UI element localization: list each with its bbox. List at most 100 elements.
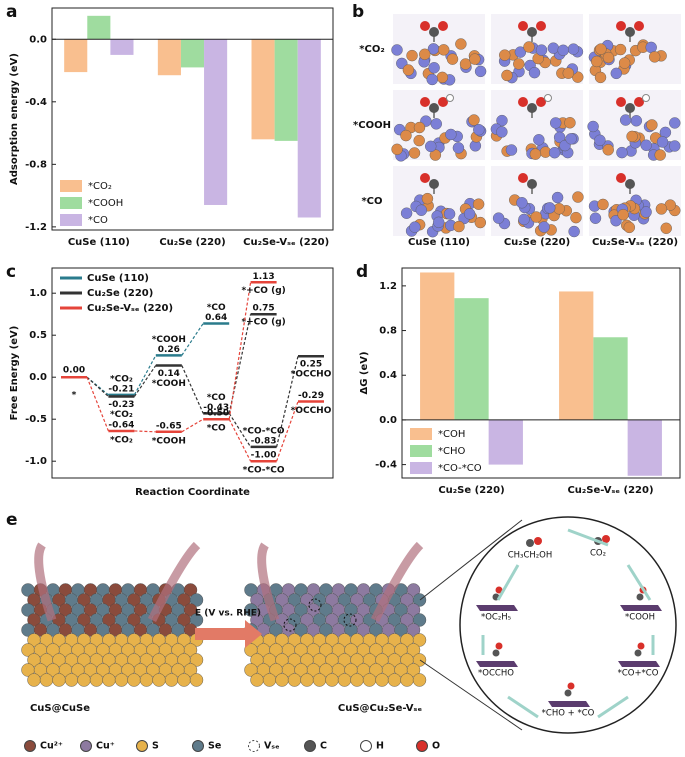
legend-marker (24, 740, 36, 752)
cycle-label: *COOH (625, 613, 655, 623)
legend-label: O (432, 741, 440, 752)
y-tick-label: -0.5 (25, 414, 47, 425)
atom (602, 51, 615, 64)
atom-c (429, 103, 439, 113)
value-label: -0.43 (203, 403, 229, 413)
atom (443, 208, 456, 220)
atom (183, 643, 198, 657)
connector (181, 365, 204, 414)
atom (570, 211, 582, 224)
y-tick-label: -1.2 (25, 222, 47, 233)
adsorbate (634, 649, 642, 657)
atom (177, 673, 191, 687)
atom (568, 225, 580, 238)
atom-h (642, 94, 650, 102)
state-label: *CO-*CO (243, 426, 285, 436)
atom (474, 216, 487, 229)
x-tick-label: Cu₂Se-Vₛₑ (220) (567, 485, 653, 496)
zoom-lines (419, 519, 523, 731)
x-tick-label: Cu₂Se (220) (159, 237, 225, 248)
y-tick-label: -0.4 (25, 97, 47, 108)
flow-arrow (257, 542, 280, 622)
atom (618, 57, 631, 69)
legend-label: *COH (438, 429, 465, 440)
atom (350, 673, 364, 687)
atom (408, 147, 421, 159)
atom (459, 58, 472, 70)
cycle-arrow (626, 564, 652, 601)
row-label: *CO₂ (359, 44, 384, 55)
y-axis-label: ΔG (eV) (359, 351, 370, 394)
atom (553, 131, 566, 144)
molecule (602, 535, 610, 543)
atom-o (438, 97, 448, 107)
bar (593, 337, 628, 420)
atom (528, 66, 541, 79)
catalyst-label: CuS@CuSe (30, 703, 90, 714)
structure-cell (588, 166, 681, 236)
atom (400, 129, 412, 142)
connector (228, 282, 252, 420)
cycle-arrow (496, 564, 520, 601)
atom (617, 208, 629, 221)
atom-o (420, 21, 430, 31)
catalyst-plate (618, 661, 660, 667)
atom (594, 71, 607, 84)
catalyst-plate (620, 605, 662, 611)
atom (516, 197, 528, 209)
value-label: -0.64 (108, 420, 134, 430)
cycle-label: CO₂ (590, 549, 606, 559)
atom (472, 198, 485, 210)
atom (406, 603, 421, 617)
catalyst-plate (548, 701, 590, 707)
atom (656, 136, 669, 148)
atom (406, 49, 418, 62)
catalyst-plate (476, 605, 518, 611)
value-label: -0.29 (298, 391, 324, 401)
atom (499, 49, 511, 61)
structure-cell (391, 14, 487, 86)
atom-c (625, 27, 635, 37)
atom (337, 673, 352, 687)
connector (276, 401, 299, 462)
atom (610, 67, 622, 80)
atom (492, 212, 505, 224)
atom (496, 114, 508, 127)
atom (27, 673, 41, 687)
state-label: *COOH (152, 436, 186, 446)
vacancy (343, 613, 357, 627)
legend-label: CuSe (110) (87, 273, 149, 284)
x-axis-label: Reaction Coordinate (135, 487, 250, 498)
value-label: 1.13 (252, 272, 274, 282)
atom-o (616, 173, 626, 183)
atom-h (446, 94, 454, 102)
atom (164, 673, 179, 687)
atom (430, 118, 442, 130)
y-tick-label: 0.0 (29, 372, 47, 383)
atom (630, 115, 643, 127)
value-label: -0.23 (108, 400, 134, 410)
structure-cell (587, 90, 681, 161)
value-label: -1.00 (251, 451, 277, 461)
atom (426, 73, 438, 86)
catalyst-slab (21, 541, 204, 687)
molecule (526, 539, 534, 547)
y-tick-label: -1.0 (25, 456, 47, 467)
atom (514, 46, 527, 58)
atom (523, 41, 535, 53)
atom (362, 673, 377, 687)
legend-marker (360, 740, 372, 752)
adsorbate (492, 649, 500, 657)
atom (312, 673, 327, 687)
bar (297, 39, 321, 218)
connector (181, 418, 204, 433)
atom (413, 121, 426, 134)
bar (180, 39, 205, 68)
column-label: Cu₂Se-Vₛₑ (220) (592, 237, 678, 248)
atom (412, 633, 427, 647)
bar (488, 419, 523, 465)
legend-marker (416, 740, 428, 752)
connector (181, 323, 204, 356)
y-tick-label: 1.2 (379, 281, 397, 292)
atom (562, 67, 575, 79)
